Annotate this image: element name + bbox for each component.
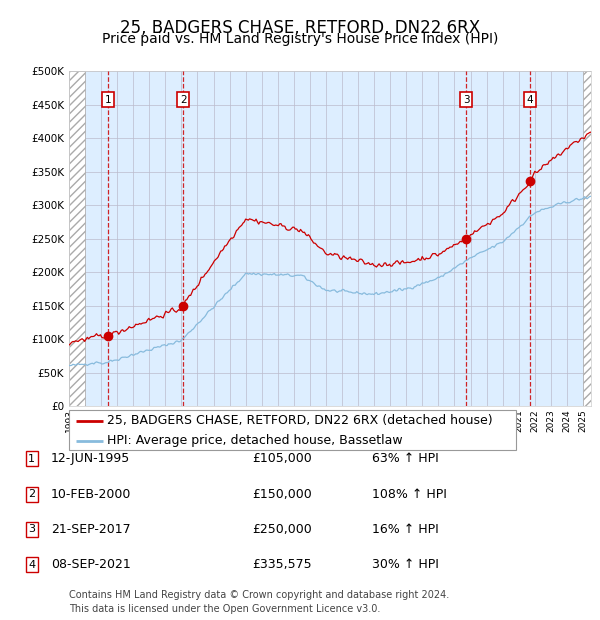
- Text: 4: 4: [526, 95, 533, 105]
- Text: 21-SEP-2017: 21-SEP-2017: [51, 523, 131, 536]
- Text: 30% ↑ HPI: 30% ↑ HPI: [372, 559, 439, 571]
- Text: 63% ↑ HPI: 63% ↑ HPI: [372, 453, 439, 465]
- Text: 08-SEP-2021: 08-SEP-2021: [51, 559, 131, 571]
- Text: 1: 1: [28, 454, 35, 464]
- Text: 4: 4: [28, 560, 35, 570]
- Bar: [69, 71, 85, 406]
- Text: £150,000: £150,000: [252, 488, 312, 500]
- Text: 3: 3: [463, 95, 469, 105]
- Text: 12-JUN-1995: 12-JUN-1995: [51, 453, 130, 465]
- Text: 16% ↑ HPI: 16% ↑ HPI: [372, 523, 439, 536]
- Text: Contains HM Land Registry data © Crown copyright and database right 2024.
This d: Contains HM Land Registry data © Crown c…: [69, 590, 449, 614]
- Text: £335,575: £335,575: [252, 559, 311, 571]
- Text: 108% ↑ HPI: 108% ↑ HPI: [372, 488, 447, 500]
- Text: 25, BADGERS CHASE, RETFORD, DN22 6RX: 25, BADGERS CHASE, RETFORD, DN22 6RX: [120, 19, 480, 37]
- FancyBboxPatch shape: [69, 410, 516, 449]
- Text: Price paid vs. HM Land Registry's House Price Index (HPI): Price paid vs. HM Land Registry's House …: [102, 32, 498, 46]
- Text: £250,000: £250,000: [252, 523, 312, 536]
- Text: 1: 1: [105, 95, 112, 105]
- Text: HPI: Average price, detached house, Bassetlaw: HPI: Average price, detached house, Bass…: [107, 434, 403, 447]
- Text: 2: 2: [180, 95, 187, 105]
- Text: 10-FEB-2000: 10-FEB-2000: [51, 488, 131, 500]
- Text: 2: 2: [28, 489, 35, 499]
- Text: £105,000: £105,000: [252, 453, 312, 465]
- Text: 25, BADGERS CHASE, RETFORD, DN22 6RX (detached house): 25, BADGERS CHASE, RETFORD, DN22 6RX (de…: [107, 415, 493, 427]
- Bar: [583, 71, 591, 406]
- Text: 3: 3: [28, 525, 35, 534]
